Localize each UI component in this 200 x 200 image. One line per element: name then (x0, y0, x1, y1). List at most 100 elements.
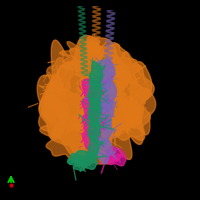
Polygon shape (104, 56, 112, 57)
Polygon shape (82, 31, 86, 32)
Polygon shape (37, 75, 63, 124)
Polygon shape (92, 16, 97, 17)
Polygon shape (80, 49, 87, 50)
Polygon shape (93, 42, 101, 43)
Polygon shape (77, 7, 82, 8)
Polygon shape (92, 59, 100, 60)
Polygon shape (105, 30, 113, 31)
Polygon shape (110, 18, 115, 19)
Polygon shape (103, 75, 107, 76)
Polygon shape (80, 51, 87, 52)
Polygon shape (39, 40, 97, 160)
Polygon shape (106, 25, 113, 26)
Polygon shape (106, 16, 112, 17)
Polygon shape (92, 10, 101, 11)
Polygon shape (83, 159, 97, 169)
Polygon shape (103, 69, 112, 70)
Polygon shape (80, 67, 88, 68)
Polygon shape (107, 42, 114, 43)
Polygon shape (79, 37, 83, 38)
Polygon shape (91, 52, 100, 53)
Polygon shape (105, 35, 110, 36)
Polygon shape (106, 21, 111, 22)
Polygon shape (81, 62, 88, 63)
Polygon shape (78, 15, 82, 16)
Polygon shape (104, 51, 112, 52)
Polygon shape (39, 87, 141, 164)
Polygon shape (108, 43, 114, 44)
Polygon shape (77, 6, 84, 7)
Polygon shape (94, 65, 100, 66)
Polygon shape (105, 77, 112, 78)
Polygon shape (91, 66, 100, 67)
Polygon shape (104, 54, 113, 55)
Polygon shape (78, 24, 83, 25)
Polygon shape (104, 49, 113, 50)
Polygon shape (82, 44, 87, 45)
Polygon shape (88, 135, 99, 161)
Polygon shape (106, 20, 113, 21)
Polygon shape (92, 25, 97, 26)
Polygon shape (92, 11, 97, 12)
Polygon shape (79, 33, 84, 34)
Polygon shape (110, 23, 115, 24)
Polygon shape (108, 48, 114, 49)
Polygon shape (92, 56, 100, 57)
Polygon shape (85, 70, 88, 71)
Polygon shape (103, 80, 107, 81)
Polygon shape (105, 36, 113, 37)
Polygon shape (104, 55, 108, 56)
Polygon shape (92, 54, 100, 55)
Polygon shape (82, 78, 106, 105)
Polygon shape (67, 154, 85, 166)
Polygon shape (81, 84, 139, 164)
Polygon shape (84, 57, 87, 58)
Polygon shape (95, 28, 101, 29)
Polygon shape (79, 28, 85, 29)
Polygon shape (96, 9, 101, 10)
Polygon shape (78, 25, 85, 26)
Polygon shape (80, 64, 86, 65)
Polygon shape (81, 22, 86, 23)
Polygon shape (91, 68, 100, 69)
Polygon shape (104, 44, 113, 45)
Polygon shape (105, 39, 114, 40)
Polygon shape (92, 47, 101, 48)
Polygon shape (91, 40, 100, 41)
Polygon shape (92, 48, 96, 49)
Polygon shape (46, 35, 130, 132)
Polygon shape (80, 58, 87, 59)
Polygon shape (107, 53, 113, 54)
Polygon shape (108, 14, 116, 15)
Polygon shape (80, 30, 86, 31)
Polygon shape (107, 58, 113, 59)
Polygon shape (96, 46, 100, 47)
Polygon shape (94, 51, 101, 52)
Polygon shape (103, 64, 112, 65)
Polygon shape (106, 57, 113, 58)
Polygon shape (107, 24, 115, 25)
Polygon shape (106, 27, 115, 28)
Polygon shape (104, 59, 112, 60)
Polygon shape (96, 55, 100, 56)
Polygon shape (79, 14, 86, 15)
Polygon shape (92, 20, 99, 21)
Polygon shape (78, 11, 82, 12)
Polygon shape (103, 70, 107, 71)
Polygon shape (91, 35, 100, 36)
Polygon shape (105, 40, 110, 41)
Polygon shape (91, 76, 95, 77)
Polygon shape (107, 37, 114, 38)
Polygon shape (96, 59, 115, 92)
Polygon shape (92, 31, 101, 32)
Polygon shape (79, 17, 86, 18)
Polygon shape (47, 58, 73, 92)
Polygon shape (88, 117, 100, 143)
Polygon shape (104, 46, 112, 47)
Polygon shape (92, 70, 100, 71)
Polygon shape (102, 81, 111, 82)
Polygon shape (81, 39, 87, 40)
Polygon shape (92, 17, 101, 18)
Polygon shape (110, 96, 150, 140)
Polygon shape (93, 33, 101, 34)
